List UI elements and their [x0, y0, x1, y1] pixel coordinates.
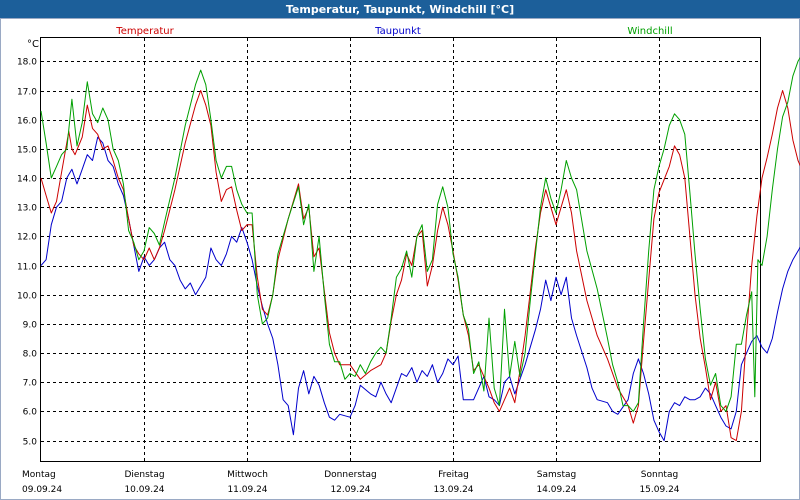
- y-tick-label: 12.0: [17, 233, 37, 243]
- x-tick-date: 09.09.24: [22, 485, 62, 495]
- x-tick-date: 11.09.24: [227, 485, 267, 495]
- y-tick-label: 8.0: [23, 350, 38, 360]
- y-tick-label: 16.0: [17, 117, 37, 127]
- y-tick-label: 14.0: [17, 175, 37, 185]
- x-tick-date: 14.09.24: [536, 485, 576, 495]
- y-tick-label: 7.0: [23, 379, 38, 389]
- legend-windchill: Windchill: [627, 26, 672, 37]
- x-tick-day: Montag: [22, 470, 56, 480]
- x-tick-day: Samstag: [537, 470, 576, 480]
- y-tick-label: 13.0: [17, 204, 37, 214]
- x-tick-labels: Montag 09.09.24 Dienstag 10.09.24 Mittwoch 11…: [22, 470, 680, 495]
- series-line-windchill: [40, 56, 800, 412]
- y-tick-labels: 5.0 6.0 7.0 8.0 9.0 10.0 11.0 12.0 13.0 14.0 15.0 1…: [17, 58, 37, 448]
- y-tick-label: 18.0: [17, 58, 37, 68]
- x-tick-date: 12.09.24: [330, 485, 370, 495]
- x-tick-day: Dienstag: [124, 470, 164, 480]
- x-tick-date: 10.09.24: [124, 485, 164, 495]
- x-tick-day: Sonntag: [641, 470, 678, 480]
- y-axis-unit: °C: [27, 39, 39, 50]
- y-tick-label: 9.0: [23, 321, 38, 331]
- y-tick-label: 11.0: [17, 263, 37, 273]
- series-line-temperatur: [40, 90, 800, 442]
- x-tick-date: 15.09.24: [639, 485, 679, 495]
- legend-taupunkt: Taupunkt: [374, 26, 421, 37]
- x-tick-day: Mittwoch: [227, 470, 268, 480]
- series-line-taupunkt: [40, 136, 800, 442]
- y-tick-label: 6.0: [23, 408, 38, 418]
- y-tick-label: 15.0: [17, 146, 37, 156]
- x-tick-day: Freitag: [438, 470, 469, 480]
- series-lines: [40, 56, 800, 442]
- y-tick-label: 17.0: [17, 88, 37, 98]
- x-tick-date: 13.09.24: [433, 485, 473, 495]
- x-tick-day: Donnerstag: [324, 470, 377, 480]
- plot-area: [40, 37, 761, 462]
- y-tick-label: 5.0: [23, 438, 38, 448]
- y-tick-label: 10.0: [17, 292, 37, 302]
- chart-title: Temperatur, Taupunkt, Windchill [°C]: [286, 3, 514, 16]
- legend-temperatur: Temperatur: [115, 26, 174, 37]
- title-bar: [0, 0, 800, 18]
